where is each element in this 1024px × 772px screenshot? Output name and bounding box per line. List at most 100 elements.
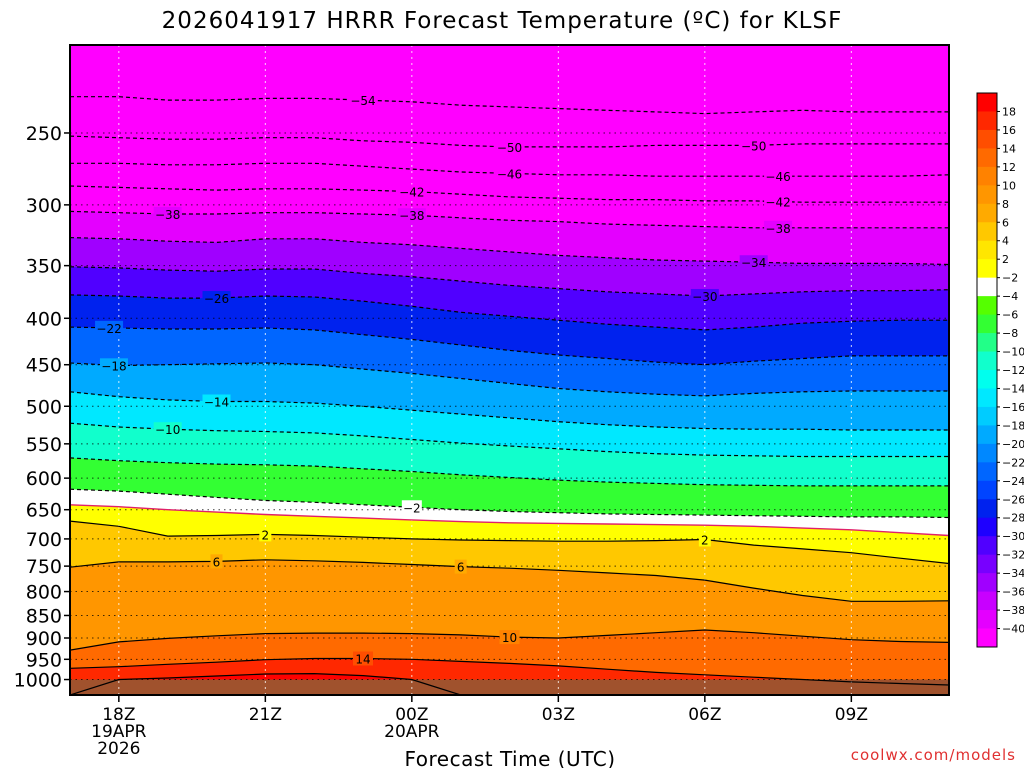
colorbar-label: 12 bbox=[1002, 161, 1016, 174]
isotherm-line bbox=[70, 520, 949, 565]
colorbar-label: −14 bbox=[1002, 382, 1024, 395]
credit-text: coolwx.com/models bbox=[851, 746, 1016, 764]
x-tick-label: 06Z bbox=[688, 705, 721, 725]
contour-label: −34 bbox=[741, 256, 766, 270]
contour-label: 10 bbox=[502, 631, 517, 645]
colorbar-swatch bbox=[977, 443, 997, 463]
colorbar-label: 14 bbox=[1002, 142, 1016, 155]
grid-lines bbox=[70, 45, 949, 695]
contour-label-bg bbox=[397, 208, 426, 223]
y-tick-label: 250 bbox=[26, 123, 62, 145]
contour-label-bg bbox=[210, 554, 223, 569]
colorbar-label: 16 bbox=[1002, 124, 1016, 137]
colorbar-swatch bbox=[977, 406, 997, 426]
colorbar-label: −10 bbox=[1002, 346, 1024, 359]
y-tick-label: 1000 bbox=[14, 670, 62, 692]
colorbar-label: −40 bbox=[1002, 623, 1024, 636]
colorbar-label: −38 bbox=[1002, 604, 1024, 617]
contour-label-bg bbox=[454, 559, 467, 574]
contour-label-bg bbox=[690, 288, 719, 303]
contour-label-bg bbox=[349, 93, 377, 108]
colorbar-swatch bbox=[977, 628, 997, 648]
ground-band bbox=[70, 679, 949, 695]
x-tick-label: 09Z bbox=[835, 705, 868, 725]
colorbar-label: −2 bbox=[1002, 272, 1018, 285]
contour-label: −38 bbox=[765, 222, 790, 236]
colorbar-label: −6 bbox=[1002, 309, 1018, 322]
colorbar-label: −32 bbox=[1002, 549, 1024, 562]
contour-label: −38 bbox=[399, 209, 424, 223]
colorbar-label: −18 bbox=[1002, 419, 1024, 432]
contour-labels: −54−50 −50−46 −46−42−42−38 −38−38−34−30−26−… bbox=[95, 93, 793, 666]
x-tick-label: 18Z bbox=[102, 705, 135, 725]
colorbar-swatch bbox=[977, 554, 997, 574]
colorbar-label: 6 bbox=[1002, 216, 1009, 229]
contour-label: −30 bbox=[692, 290, 717, 304]
contour-label-bg bbox=[99, 358, 128, 373]
colorbar-swatch bbox=[977, 425, 997, 445]
y-tick-label: 950 bbox=[26, 649, 62, 671]
colorbar-swatch bbox=[977, 111, 997, 131]
contour-label-bg bbox=[495, 139, 524, 154]
contour-label: 6 bbox=[213, 555, 221, 569]
isotherm-line bbox=[70, 657, 949, 686]
colorbar-label: −34 bbox=[1002, 567, 1024, 580]
contour-label: −54 bbox=[350, 94, 375, 108]
colorbar-swatch bbox=[977, 499, 997, 519]
x-tick-year: 2026 bbox=[97, 739, 140, 759]
colorbar-swatch bbox=[977, 462, 997, 482]
y-tick-label: 750 bbox=[26, 556, 62, 578]
colorbar-label: −36 bbox=[1002, 586, 1024, 599]
y-tick-label: 700 bbox=[26, 529, 62, 551]
contour-label-bg bbox=[764, 194, 793, 209]
contour-label: −26 bbox=[204, 292, 229, 306]
colorbar-swatch bbox=[977, 148, 997, 168]
contour-label-bg bbox=[353, 651, 373, 666]
contour-label: −42 bbox=[765, 196, 790, 210]
contour-label: −50 bbox=[741, 139, 766, 153]
contour-label: 14 bbox=[355, 652, 370, 666]
contour-label-bg bbox=[153, 422, 182, 437]
contour-label: −2 bbox=[403, 501, 421, 515]
contour-label-bg bbox=[202, 394, 231, 409]
contour-label: −10 bbox=[155, 423, 180, 437]
y-tick-label: 850 bbox=[26, 605, 62, 627]
x-tick-label: 03Z bbox=[542, 705, 575, 725]
colorbar-swatch bbox=[977, 240, 997, 260]
colorbar-swatch bbox=[977, 166, 997, 186]
chart-title: 2026041917 HRRR Forecast Temperature (ºC… bbox=[162, 8, 843, 34]
y-tick-label: 650 bbox=[26, 500, 62, 522]
contour-label-bg bbox=[764, 220, 793, 235]
x-tick-date: 19APR bbox=[91, 722, 147, 742]
colorbar-swatch bbox=[977, 370, 997, 389]
colorbar-label: −30 bbox=[1002, 530, 1024, 543]
contour-label: −14 bbox=[204, 395, 229, 409]
contour-label: −46 bbox=[497, 167, 522, 181]
colorbar-label: 4 bbox=[1002, 235, 1009, 248]
colorbar-swatch bbox=[977, 480, 997, 500]
colorbar-swatch bbox=[977, 277, 997, 297]
contour-label-bg bbox=[495, 166, 524, 181]
colorbar-swatch bbox=[977, 351, 997, 371]
contour-label-bg bbox=[739, 255, 768, 270]
y-tick-label: 800 bbox=[26, 582, 62, 604]
colorbar-label: −20 bbox=[1002, 438, 1024, 451]
x-axis-label: Forecast Time (UTC) bbox=[404, 747, 615, 768]
contour-label-bg bbox=[202, 291, 231, 306]
contour-label-bg bbox=[401, 500, 422, 515]
colorbar-label: −16 bbox=[1002, 401, 1024, 414]
contour-label: −42 bbox=[399, 185, 424, 199]
x-tick-date: 20APR bbox=[384, 722, 440, 742]
contour-label-bg bbox=[397, 184, 426, 199]
contour-label-bg bbox=[153, 206, 182, 221]
y-tick-label: 300 bbox=[26, 195, 62, 217]
colorbar-swatch bbox=[977, 517, 997, 537]
colorbar-swatch bbox=[977, 93, 997, 112]
contour-label: 2 bbox=[262, 528, 270, 542]
contour-label-bg bbox=[95, 320, 124, 335]
colorbar-swatch bbox=[977, 185, 997, 205]
contour-label: −50 bbox=[497, 141, 522, 155]
contour-label: −22 bbox=[96, 322, 121, 336]
